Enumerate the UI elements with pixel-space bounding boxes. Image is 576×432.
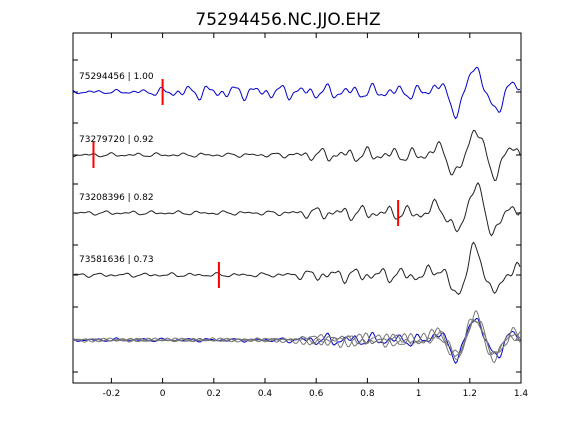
x-tick-label: 0 bbox=[160, 389, 166, 399]
overlay-stack bbox=[72, 310, 521, 364]
trace-label-1: 75294456 | 1.00 bbox=[79, 72, 154, 82]
traces bbox=[72, 66, 521, 296]
x-tick-label: 0.2 bbox=[207, 389, 221, 399]
overlay-trace-3 bbox=[72, 310, 521, 357]
x-tick-label: 0.4 bbox=[258, 389, 273, 399]
x-tick-label: -0.2 bbox=[103, 389, 121, 399]
y-ticks bbox=[73, 59, 521, 373]
trace-label-2: 73279720 | 0.92 bbox=[79, 135, 154, 145]
x-tick-label: 0.8 bbox=[360, 389, 375, 399]
x-tick-label: 1 bbox=[416, 389, 422, 399]
trace-label-3: 73208396 | 0.82 bbox=[79, 193, 154, 203]
overlay-trace-2 bbox=[72, 319, 521, 364]
x-tick-label: 0.6 bbox=[309, 389, 324, 399]
pick-markers bbox=[92, 79, 400, 288]
trace-labels: 75294456 | 1.00 73279720 | 0.92 73208396 |… bbox=[79, 72, 154, 265]
x-tick-label: 1.4 bbox=[514, 389, 529, 399]
trace-label-4: 73581636 | 0.73 bbox=[79, 255, 154, 265]
overlay-trace-4 bbox=[72, 318, 521, 361]
trace-1 bbox=[72, 66, 521, 120]
trace-3 bbox=[72, 182, 521, 237]
trace-4 bbox=[72, 241, 521, 296]
plot-frame bbox=[72, 32, 522, 384]
chart-title: 75294456.NC.JJO.EHZ bbox=[195, 10, 380, 30]
x-axis: -0.2 0 0.2 0.4 0.6 0.8 1 1.2 1.4 bbox=[103, 33, 529, 399]
x-tick-label: 1.2 bbox=[463, 389, 477, 399]
trace-2 bbox=[72, 129, 521, 182]
